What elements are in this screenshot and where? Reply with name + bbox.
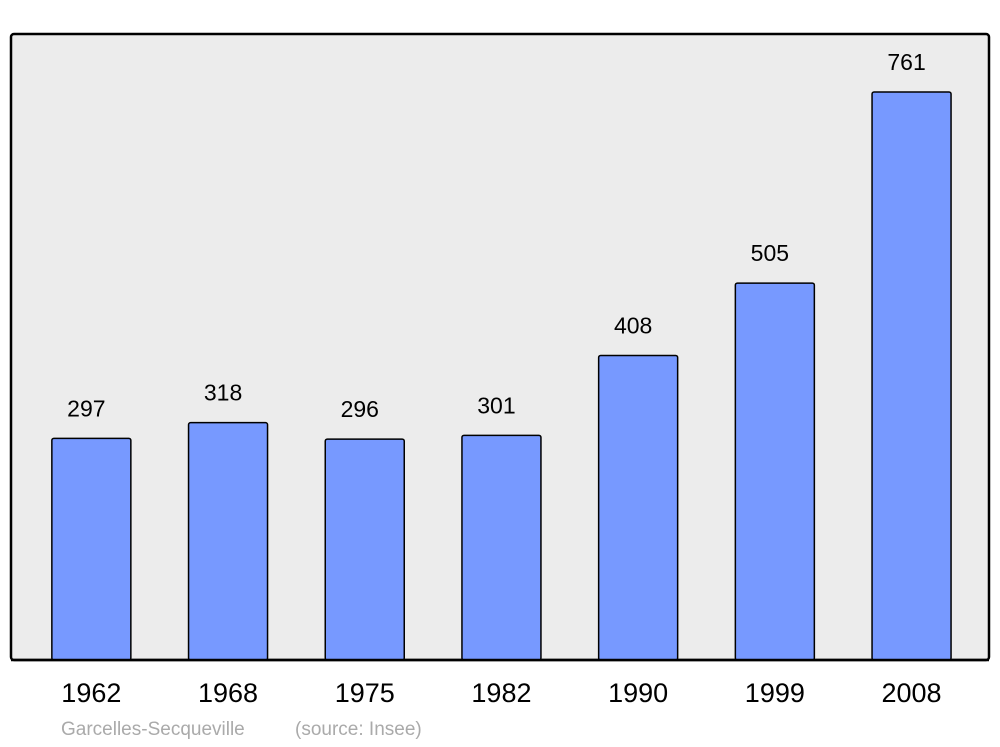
value-label: 297 — [67, 395, 105, 421]
x-tick-label: 1999 — [745, 678, 805, 708]
bar — [324, 438, 405, 661]
bar — [871, 91, 952, 661]
x-tick-label: 2008 — [882, 678, 942, 708]
value-label: 301 — [477, 392, 515, 418]
x-tick-label: 1982 — [471, 678, 531, 708]
x-tick-label: 1968 — [198, 678, 258, 708]
value-label: 505 — [751, 240, 789, 266]
x-tick-label: 1962 — [61, 678, 121, 708]
x-tick-label: 1990 — [608, 678, 668, 708]
bar — [51, 437, 132, 661]
bar — [734, 282, 816, 661]
value-label: 761 — [887, 49, 925, 75]
chart-title: Garcelles-Secqueville — [61, 719, 245, 740]
value-label: 408 — [614, 313, 652, 339]
value-label: 296 — [341, 396, 379, 422]
bar — [597, 354, 679, 661]
source-note: (source: Insee) — [295, 719, 422, 740]
value-label: 318 — [204, 380, 242, 406]
bar — [461, 434, 542, 661]
x-tick-label: 1975 — [335, 678, 395, 708]
bar — [187, 421, 269, 661]
